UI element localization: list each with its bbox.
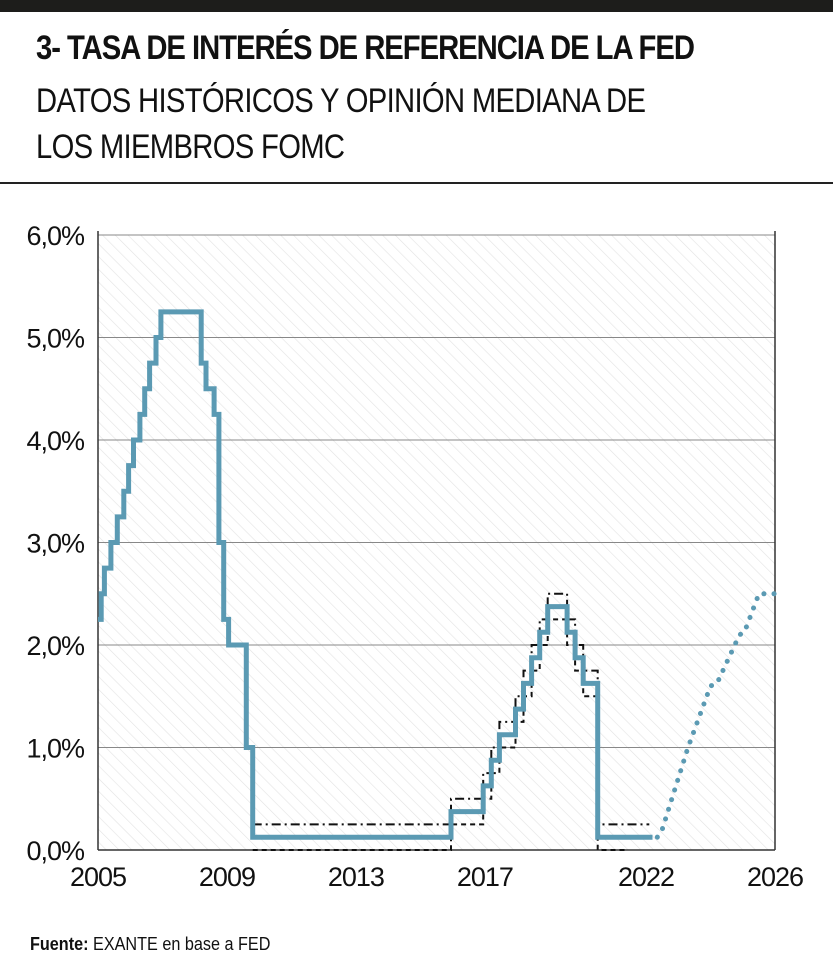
source-text: EXANTE en base a FED xyxy=(93,934,271,954)
chart-subtitle: DATOS HISTÓRICOS Y OPINIÓN MEDIANA DE LO… xyxy=(36,78,776,170)
header-divider xyxy=(0,182,833,184)
series-tasa-de-referencia-hist-rico- xyxy=(98,309,653,840)
x-tick-label: 2005 xyxy=(70,862,126,892)
top-bar xyxy=(0,0,833,12)
x-tick-label: 2017 xyxy=(457,862,513,892)
series-opini-n-mediana-fomc-proyecci-n- xyxy=(654,591,778,840)
subtitle-line-1: DATOS HISTÓRICOS Y OPINIÓN MEDIANA DE xyxy=(36,82,646,120)
chart-title: 3- TASA DE INTERÉS DE REFERENCIA DE LA F… xyxy=(36,29,695,67)
source-note: Fuente: EXANTE en base a FED xyxy=(30,934,270,955)
subtitle-line-2: LOS MIEMBROS FOMC xyxy=(36,128,345,166)
fed-rate-chart: 0,0% 1,0% 2,0% 3,0% 4,0% 5,0% 6,0% 2005 2009 201… xyxy=(26,221,804,892)
x-tick-label: 2022 xyxy=(618,862,674,892)
y-tick-label: 4,0% xyxy=(26,426,85,456)
y-tick-label: 3,0% xyxy=(26,529,85,559)
y-tick-label: 0,0% xyxy=(26,836,85,866)
x-tick-label: 2009 xyxy=(199,862,255,892)
source-label: Fuente: xyxy=(30,934,89,954)
y-tick-label: 5,0% xyxy=(26,324,85,354)
x-tick-label: 2026 xyxy=(747,862,803,892)
x-tick-label: 2013 xyxy=(328,862,384,892)
y-tick-label: 1,0% xyxy=(26,734,85,764)
y-tick-label: 6,0% xyxy=(26,221,85,251)
y-tick-label: 2,0% xyxy=(26,631,85,661)
